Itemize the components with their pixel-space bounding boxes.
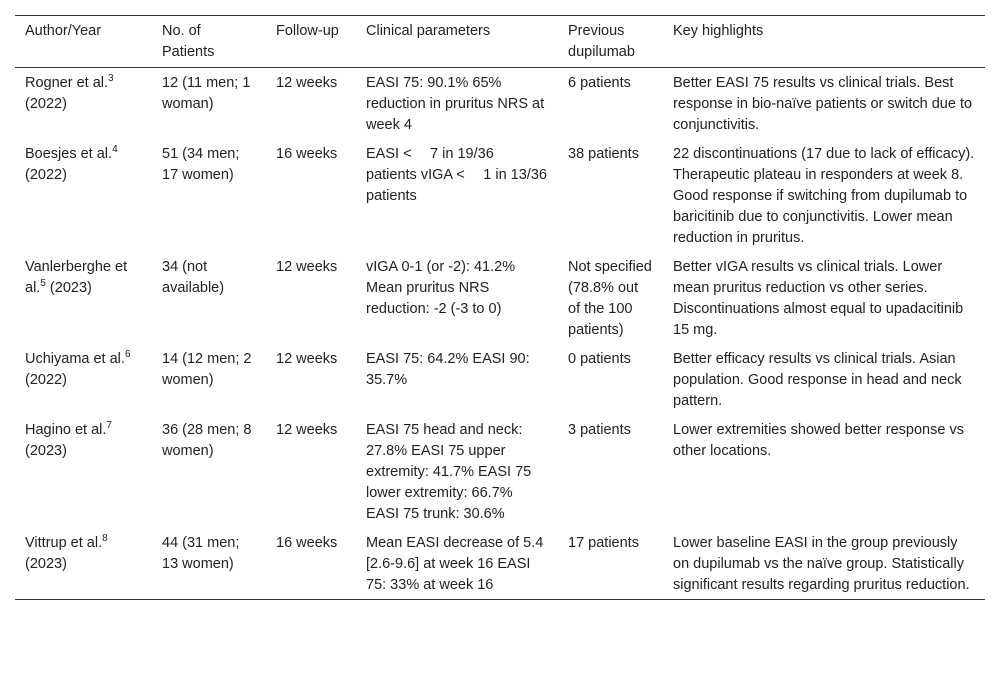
table-row: Vanlerberghe et al.5 (2023) 34 (not avail… — [15, 252, 985, 344]
author-name: Hagino et al. — [25, 422, 107, 438]
year: (2023) — [25, 443, 67, 459]
patients-cell: 44 (31 men; 13 women) — [162, 535, 240, 572]
highlights-cell: Lower baseline EASI in the group previou… — [673, 535, 970, 593]
author-cell: Vittrup et al.8 (2023) — [15, 528, 152, 600]
followup-cell: 16 weeks — [276, 535, 338, 551]
year: (2022) — [25, 96, 67, 112]
previous-cell: 38 patients — [568, 146, 639, 162]
reference: 8 — [102, 533, 108, 545]
header-cell: Author/Year — [25, 23, 102, 39]
patients-cell: 12 (11 men; 1 woman) — [162, 75, 251, 112]
author-cell: Vanlerberghe et al.5 (2023) — [15, 252, 152, 344]
table-header: Author/Year No. of Patients Follow-up Clini… — [15, 15, 985, 68]
previous-cell: 0 patients — [568, 351, 631, 367]
patients-cell: 34 (not available) — [162, 259, 225, 296]
highlights-cell: 22 discontinuations (17 due to lack of e… — [673, 146, 975, 246]
followup-cell: 12 weeks — [276, 259, 338, 275]
highlights-cell: Better efficacy results vs clinical tria… — [673, 351, 962, 409]
header-cell: No. of Patients — [162, 23, 215, 60]
patients-cell: 14 (12 men; 2 women) — [162, 351, 252, 388]
author-name: Uchiyama et al. — [25, 351, 125, 367]
previous-cell: Not specified (78.8% out of the 100 pati… — [568, 259, 652, 338]
header-cell: Previous dupilumab — [568, 23, 635, 60]
parameters-cell: Mean EASI decrease of 5.4 [2.6-9.6] at w… — [366, 535, 544, 593]
followup-cell: 12 weeks — [276, 422, 338, 438]
patients-cell: 51 (34 men; 17 women) — [162, 146, 240, 183]
header-row: Author/Year No. of Patients Follow-up Clini… — [15, 15, 985, 68]
comparison-table: Author/Year No. of Patients Follow-up Clini… — [15, 15, 985, 600]
year: (2023) — [49, 280, 92, 296]
author-cell: Boesjes et al.4 (2022) — [15, 139, 152, 252]
reference: 3 — [108, 73, 114, 85]
table-row: Boesjes et al.4 (2022) 51 (34 men; 17 wom… — [15, 139, 985, 252]
reference: 6 — [124, 349, 131, 361]
reference: 7 — [106, 420, 112, 432]
previous-cell: 3 patients — [568, 422, 631, 438]
followup-cell: 12 weeks — [276, 351, 338, 367]
followup-cell: 16 weeks — [276, 146, 338, 162]
table-row: Rogner et al.3 (2022) 12 (11 men; 1 woman… — [15, 68, 985, 140]
parameters-cell: EASI 75: 64.2% EASI 90: 35.7% — [366, 351, 530, 388]
year: (2023) — [25, 556, 67, 572]
author-cell: Rogner et al.3 (2022) — [15, 68, 152, 140]
parameters-cell: vIGA 0-1 (or -2): 41.2% Mean pruritus NR… — [366, 259, 516, 317]
followup-cell: 12 weeks — [276, 75, 338, 91]
previous-cell: 6 patients — [568, 75, 631, 91]
highlights-cell: Lower extremities showed better response… — [673, 422, 964, 459]
reference: 5 — [40, 278, 46, 290]
year: (2022) — [25, 372, 67, 388]
header-cell: Key highlights — [673, 23, 764, 39]
parameters-cell: EASI 75 head and neck: 27.8% EASI 75 upp… — [366, 422, 532, 522]
highlights-cell: Better vIGA results vs clinical trials. … — [673, 259, 964, 338]
header-cell: Clinical parameters — [366, 23, 491, 39]
author-name: Boesjes et al. — [25, 146, 113, 162]
parameters-cell: EASI < 7 in 19/36 patients vIGA < 1 in 1… — [366, 146, 547, 204]
table-row: Vittrup et al.8 (2023) 44 (31 men; 13 wom… — [15, 528, 985, 600]
reference: 4 — [112, 144, 118, 156]
table-body: Rogner et al.3 (2022) 12 (11 men; 1 woman… — [15, 68, 985, 600]
author-cell: Uchiyama et al.6 (2022) — [15, 344, 152, 415]
table-row: Hagino et al.7 (2023) 36 (28 men; 8 women… — [15, 415, 985, 528]
parameters-cell: EASI 75: 90.1% 65% reduction in pruritus… — [366, 75, 545, 133]
table-row: Uchiyama et al.6 (2022) 14 (12 men; 2 wom… — [15, 344, 985, 415]
year: (2022) — [25, 167, 67, 183]
previous-cell: 17 patients — [568, 535, 639, 551]
author-name: Rogner et al. — [25, 75, 109, 91]
patients-cell: 36 (28 men; 8 women) — [162, 422, 252, 459]
highlights-cell: Better EASI 75 results vs clinical trial… — [673, 75, 973, 133]
author-name: Vanlerberghe et al. — [25, 259, 128, 296]
author-name: Vittrup et al. — [25, 535, 103, 551]
author-cell: Hagino et al.7 (2023) — [15, 415, 152, 528]
header-cell: Follow-up — [276, 23, 339, 39]
